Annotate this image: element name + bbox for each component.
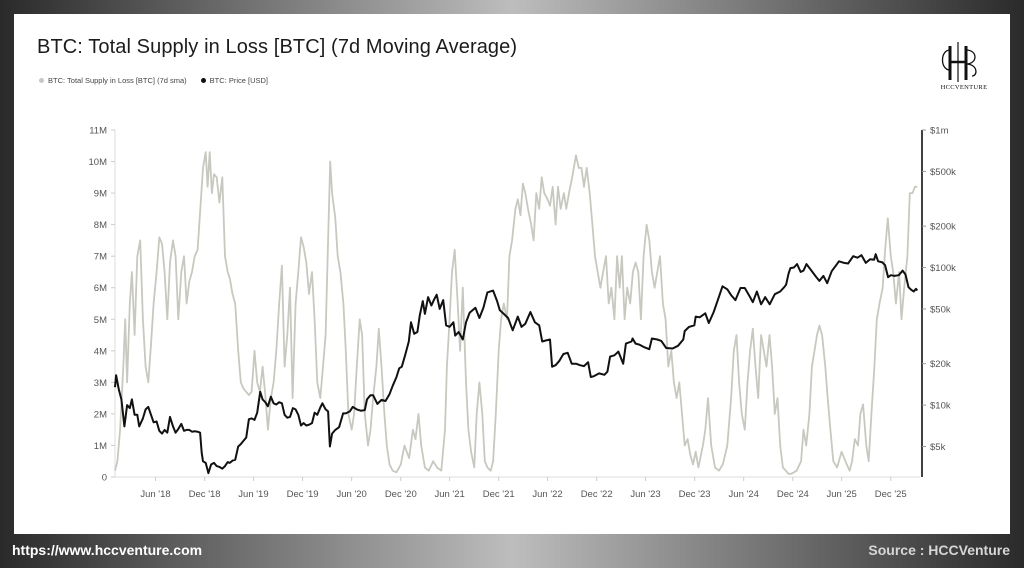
x-tick-label: Dec '23 [679, 489, 711, 500]
series-line-price [114, 253, 919, 475]
left-axis: 0 1M 2M 3M 4M 5M 6M 7M 8M 9M 10M 11M [89, 126, 116, 484]
website-url[interactable]: https://www.hccventure.com [12, 542, 203, 558]
legend-dot-price [200, 78, 206, 83]
legend-label-price: BTC: Price [USD] [209, 76, 269, 85]
legend-item-supply-in-loss[interactable]: BTC: Total Supply in Loss [BTC] (7d sma) [39, 76, 187, 85]
left-tick-label: 3M [94, 378, 107, 389]
x-tick-label: Jun '22 [532, 489, 562, 500]
x-tick-label: Dec '24 [777, 489, 809, 500]
left-tick-label: 7M [94, 252, 107, 263]
right-tick-label: $500k [930, 167, 956, 178]
x-tick-label: Dec '21 [483, 489, 515, 500]
x-tick-label: Jun '18 [140, 489, 170, 500]
x-tick-label: Dec '18 [189, 489, 221, 500]
left-tick-label: 4M [94, 346, 107, 357]
x-tick-label: Jun '23 [630, 489, 660, 500]
hccventure-logo: HCCVENTURE [932, 40, 996, 91]
source-credit: Source : HCCVenture [868, 542, 1010, 558]
x-tick-label: Dec '20 [385, 489, 417, 500]
left-tick-label: 8M [94, 220, 107, 231]
hccventure-logo-mark [941, 42, 977, 82]
left-tick-label: 9M [94, 189, 107, 200]
x-tick-label: Jun '21 [434, 489, 464, 500]
right-tick-label: $50k [930, 304, 951, 315]
left-tick-label: 1M [94, 441, 107, 452]
right-tick-label: $5k [930, 442, 946, 453]
x-tick-label: Dec '25 [875, 489, 907, 500]
right-tick-label: $200k [930, 222, 956, 233]
logo-text: HCCVENTURE [940, 84, 988, 91]
left-tick-label: 2M [94, 409, 107, 420]
x-axis: Jun '18 Dec '18 Jun '19 Dec '19 Jun '20 Dec '… [115, 476, 920, 500]
legend-item-price[interactable]: BTC: Price [USD] [200, 76, 269, 85]
left-tick-label: 11M [89, 126, 107, 137]
footer-bar: https://www.hccventure.com Source : HCCV… [0, 534, 1024, 568]
right-tick-label: $1m [930, 126, 949, 137]
chart-title: BTC: Total Supply in Loss [BTC] (7d Movi… [37, 36, 518, 58]
legend-label-supply-in-loss: BTC: Total Supply in Loss [BTC] (7d sma) [48, 76, 187, 85]
chart-card: BTC: Total Supply in Loss [BTC] (7d Movi… [14, 14, 1010, 534]
chart-legend: BTC: Total Supply in Loss [BTC] (7d sma)… [39, 76, 268, 85]
right-axis: $5k $10k $20k $50k $100k $200k $500k $1m [921, 126, 956, 477]
chart-plot: 0 1M 2M 3M 4M 5M 6M 7M 8M 9M 10M 11M $5k $10k $20k $50… [89, 126, 957, 501]
left-tick-label: 0 [102, 473, 107, 484]
right-tick-label: $10k [930, 401, 951, 412]
right-tick-label: $100k [930, 263, 956, 274]
right-tick-label: $20k [930, 359, 951, 370]
left-tick-label: 5M [94, 315, 107, 326]
x-tick-label: Jun '19 [238, 489, 268, 500]
legend-dot-supply-in-loss [39, 78, 44, 83]
x-tick-label: Jun '20 [336, 489, 366, 500]
x-tick-label: Jun '25 [826, 489, 856, 500]
left-tick-label: 6M [94, 283, 107, 294]
series-line-supply-in-loss [114, 151, 918, 475]
series-group [114, 151, 919, 475]
x-tick-label: Dec '22 [581, 489, 613, 500]
x-tick-label: Dec '19 [287, 489, 319, 500]
left-tick-label: 10M [89, 157, 108, 168]
x-tick-label: Jun '24 [729, 489, 759, 500]
